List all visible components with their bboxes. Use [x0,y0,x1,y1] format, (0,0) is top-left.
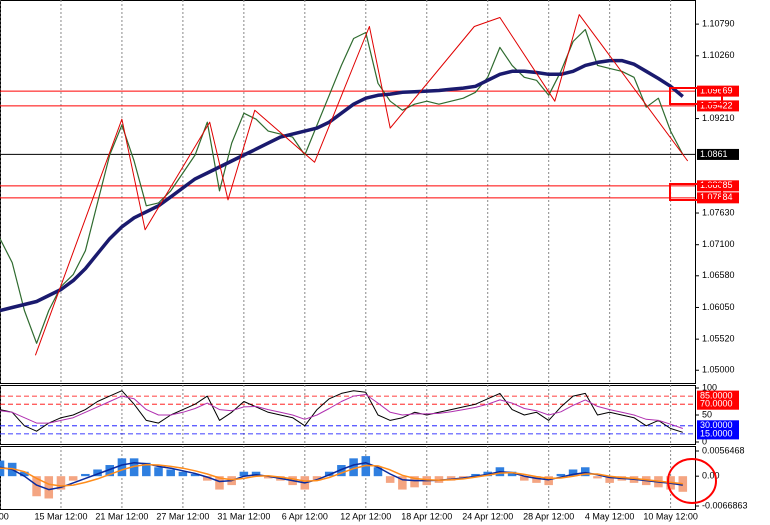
y-tick-label: 1.10260 [702,50,735,60]
level-label: 1.09669 [700,86,733,96]
histogram-bar [580,467,590,477]
x-tick-label: 6 Apr 12:00 [282,511,328,521]
y-tick-label: 0.0056468 [702,445,745,455]
histogram-bar [263,476,273,479]
histogram-bar [203,476,212,481]
level-label: 1.08085 [700,180,733,190]
histogram-bar [32,476,41,497]
y-tick-label: 50 [702,409,712,419]
x-tick-label: 28 Apr 12:00 [523,511,574,521]
histogram-bar [337,465,346,477]
histogram-bar [544,476,553,486]
histogram-bar [568,469,578,477]
series-line [0,394,683,429]
series-line [34,14,689,356]
series-line [0,462,683,491]
x-tick-label: 12 Apr 12:00 [340,511,391,521]
y-tick-label: 1.07630 [702,207,735,217]
histogram-bar [142,462,151,477]
histogram-bar [20,471,29,477]
histogram-bar [68,476,78,481]
y-tick-label: 1.10790 [702,18,735,28]
y-tick-label: 1.05520 [702,334,735,344]
level-label-box [697,148,739,160]
histogram-bar [81,473,90,477]
y-tick-label: 0.00 [702,471,720,481]
histogram-bar [129,458,139,477]
level-label: 85.0000 [700,390,733,400]
y-tick-label: -0.0066863 [702,500,748,510]
histogram-bar [507,471,517,477]
x-tick-label: 4 May 12:00 [585,511,635,521]
x-tick-label: 31 Mar 12:00 [217,511,270,521]
x-tick-label: 24 Apr 12:00 [462,511,513,521]
histogram-bar [56,476,66,490]
histogram-bar [239,471,249,477]
histogram-bar [93,469,102,477]
histogram-bar [532,476,541,483]
histogram-bar [678,476,688,492]
histogram-bar [556,473,566,477]
histogram-bar [520,476,529,481]
level-label-box [697,180,739,192]
series-line [0,58,684,313]
highlight-box [669,183,723,201]
x-tick-label: 2:00 [0,511,9,521]
histogram-bar [324,471,334,477]
level-label-box [697,420,739,432]
y-tick-label: 1.07100 [702,239,735,249]
level-label: 15.0000 [700,428,733,438]
histogram-bar [349,458,358,477]
y-tick-label: 100 [702,382,717,392]
highlight-circle [667,458,717,504]
y-tick-label: 1.06580 [702,270,735,280]
x-tick-label: 15 Mar 12:00 [34,511,87,521]
y-tick-label: 1.09210 [702,113,735,123]
x-tick-label: 21 Mar 12:00 [95,511,148,521]
histogram-bar [373,467,383,477]
x-tick-label: 18 Apr 12:00 [401,511,452,521]
level-label-box [697,398,739,410]
histogram-bar [251,471,261,477]
histogram-bar [44,476,54,499]
histogram-bar [178,471,188,477]
level-label-box [697,85,739,97]
histogram-bar [410,476,419,488]
x-tick-label: 10 May 12:00 [643,511,698,521]
level-label: 1.09422 [700,100,733,110]
histogram-bar [166,469,175,477]
level-label: 1.07884 [700,192,733,202]
histogram-bar [312,476,322,481]
level-label-box [697,100,739,112]
histogram-bar [154,467,163,477]
histogram-bar [593,476,602,479]
level-label-box [697,390,739,402]
level-label: 1.0861 [700,149,728,159]
y-tick-label: 0 [702,436,707,446]
series-line [0,390,683,433]
series-line [0,463,683,487]
histogram-bar [215,476,224,490]
histogram-bar [605,476,614,483]
y-tick-label: 1.05000 [702,365,735,375]
histogram-bar [117,458,127,477]
histogram-bar [385,476,395,483]
level-label-box [697,428,739,440]
histogram-bar [446,476,456,481]
annotations [667,87,723,504]
level-label: 30.0000 [700,420,733,430]
histogram-bar [471,473,480,477]
level-label: 70.0000 [700,399,733,409]
histogram-bar [398,476,407,490]
histogram-bar [105,465,115,477]
x-tick-label: 27 Mar 12:00 [156,511,209,521]
histogram-bar [190,473,200,477]
y-tick-label: 1.06050 [702,302,735,312]
level-label-box [697,192,739,204]
highlight-box [669,87,723,105]
